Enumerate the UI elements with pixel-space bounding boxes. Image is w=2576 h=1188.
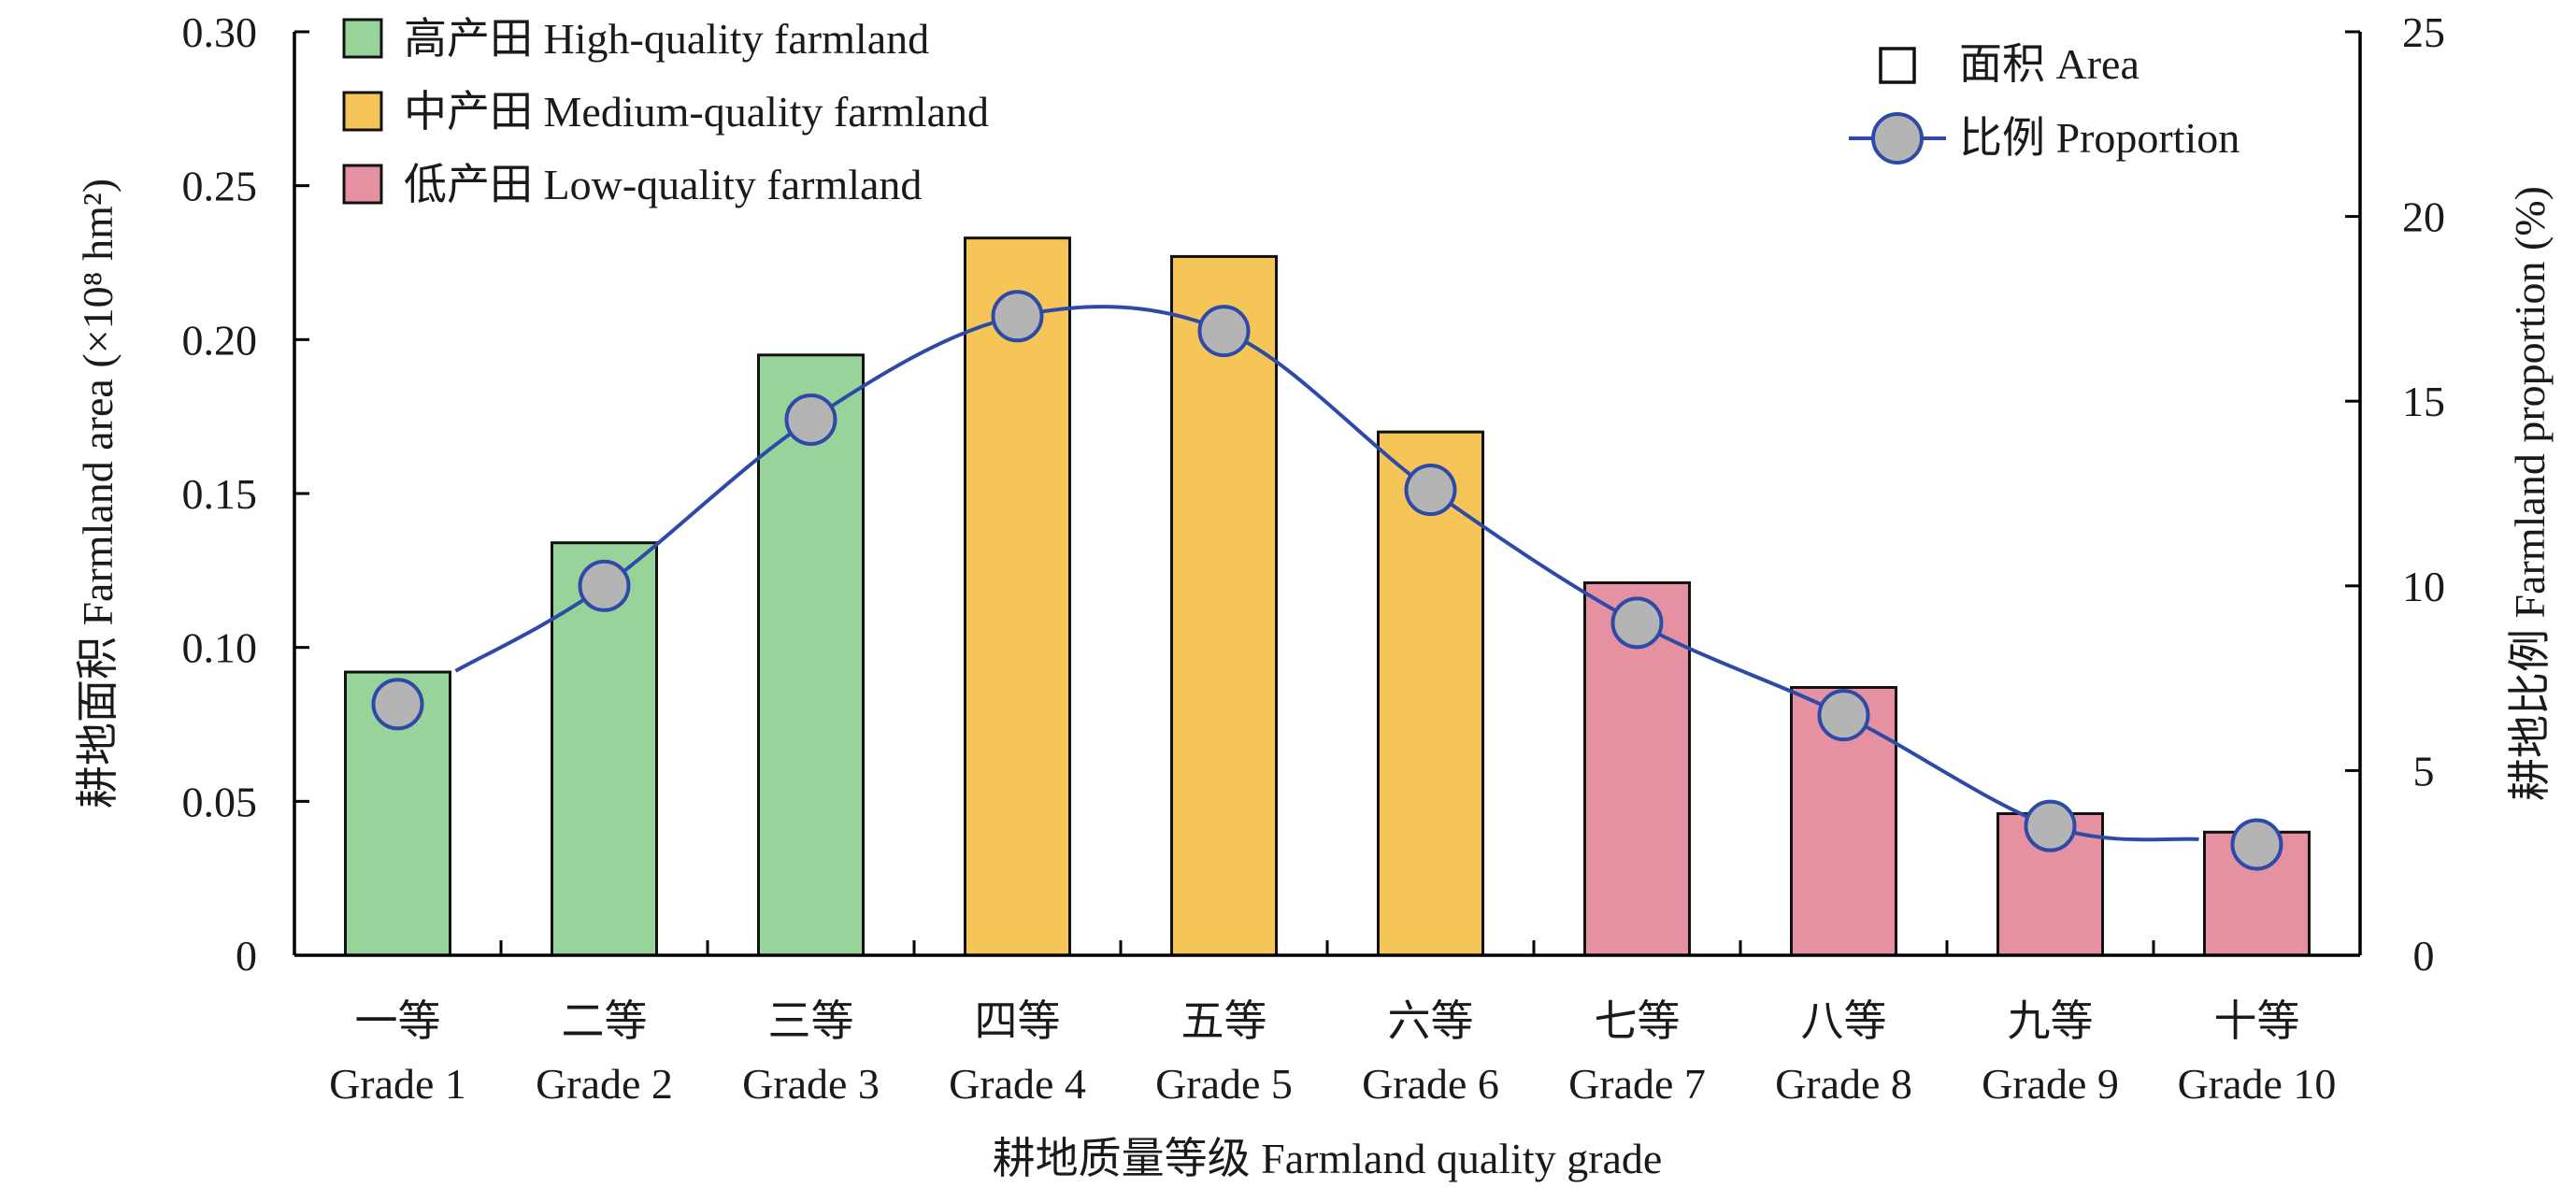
right-axis-title: 耕地比例 Farmland proportion (%) bbox=[2506, 186, 2554, 801]
proportion-point-10 bbox=[2230, 818, 2283, 871]
category-label-cn: 四等 bbox=[975, 997, 1061, 1045]
legend-area-label: 面积 Area bbox=[1959, 40, 2140, 88]
category-label-en: Grade 5 bbox=[1155, 1060, 1293, 1108]
proportion-point-5 bbox=[1197, 305, 1251, 358]
area-bar-6 bbox=[1377, 430, 1484, 957]
legend-swatch-high bbox=[342, 18, 383, 59]
category-label-en: Grade 4 bbox=[949, 1060, 1086, 1108]
category-label-en: Grade 1 bbox=[329, 1060, 466, 1108]
category-label-cn: 十等 bbox=[2214, 997, 2300, 1045]
area-bar-4 bbox=[964, 236, 1071, 957]
left-tick-label: 0.30 bbox=[182, 8, 258, 56]
proportion-point-3 bbox=[784, 393, 837, 446]
left-tick-label: 0.20 bbox=[182, 316, 258, 364]
left-tick-label: 0.25 bbox=[182, 163, 258, 210]
category-label-cn: 五等 bbox=[1181, 997, 1267, 1045]
left-tick-label: 0.05 bbox=[182, 778, 258, 825]
left-axis-title: 耕地面积 Farmland area (×10⁸ hm²) bbox=[74, 179, 122, 809]
proportion-point-9 bbox=[2024, 799, 2077, 852]
legend-label-low: 低产田 Low-quality farmland bbox=[404, 161, 922, 208]
legend-swatch-medium bbox=[342, 91, 383, 132]
category-label-cn: 三等 bbox=[768, 997, 854, 1045]
proportion-line bbox=[454, 305, 2199, 842]
left-tick-label: 0.10 bbox=[182, 624, 258, 672]
proportion-point-4 bbox=[991, 290, 1044, 343]
right-tick-label: 0 bbox=[2413, 932, 2435, 980]
right-tick-label: 5 bbox=[2413, 747, 2435, 794]
legend-proportion-label: 比例 Proportion bbox=[1959, 114, 2240, 162]
x-axis-title: 耕地质量等级 Farmland quality grade bbox=[993, 1135, 1663, 1182]
right-tick-label: 10 bbox=[2402, 563, 2445, 610]
category-label-en: Grade 9 bbox=[1982, 1060, 2119, 1108]
category-label-en: Grade 8 bbox=[1775, 1060, 1912, 1108]
category-label-en: Grade 3 bbox=[742, 1060, 880, 1108]
left-tick-label: 0.15 bbox=[182, 470, 258, 518]
proportion-point-2 bbox=[578, 559, 631, 612]
proportion-point-6 bbox=[1404, 464, 1457, 517]
legend-proportion-marker bbox=[1871, 112, 1924, 165]
legend-area-square bbox=[1879, 47, 1916, 84]
category-label-en: Grade 10 bbox=[2178, 1060, 2337, 1108]
category-label-cn: 六等 bbox=[1388, 997, 1474, 1045]
left-tick-label: 0 bbox=[236, 932, 257, 980]
proportion-point-1 bbox=[371, 678, 424, 731]
legend-label-medium: 中产田 Medium-quality farmland bbox=[404, 88, 989, 136]
right-tick-label: 15 bbox=[2402, 378, 2445, 425]
legend-swatch-low bbox=[342, 164, 383, 205]
category-label-cn: 二等 bbox=[562, 997, 648, 1045]
category-label-en: Grade 7 bbox=[1568, 1060, 1706, 1108]
right-tick-label: 25 bbox=[2402, 8, 2445, 56]
area-bar-3 bbox=[757, 353, 865, 957]
category-label-en: Grade 6 bbox=[1362, 1060, 1499, 1108]
category-label-cn: 一等 bbox=[355, 997, 441, 1045]
category-label-en: Grade 2 bbox=[536, 1060, 673, 1108]
right-tick-label: 20 bbox=[2402, 193, 2445, 241]
category-label-cn: 九等 bbox=[2008, 997, 2094, 1045]
proportion-point-7 bbox=[1610, 596, 1664, 650]
category-label-cn: 八等 bbox=[1801, 997, 1887, 1045]
proportion-point-8 bbox=[1817, 689, 1870, 742]
category-label-cn: 七等 bbox=[1595, 997, 1681, 1045]
legend-label-high: 高产田 High-quality farmland bbox=[404, 15, 929, 63]
area-bar-5 bbox=[1170, 254, 1278, 957]
